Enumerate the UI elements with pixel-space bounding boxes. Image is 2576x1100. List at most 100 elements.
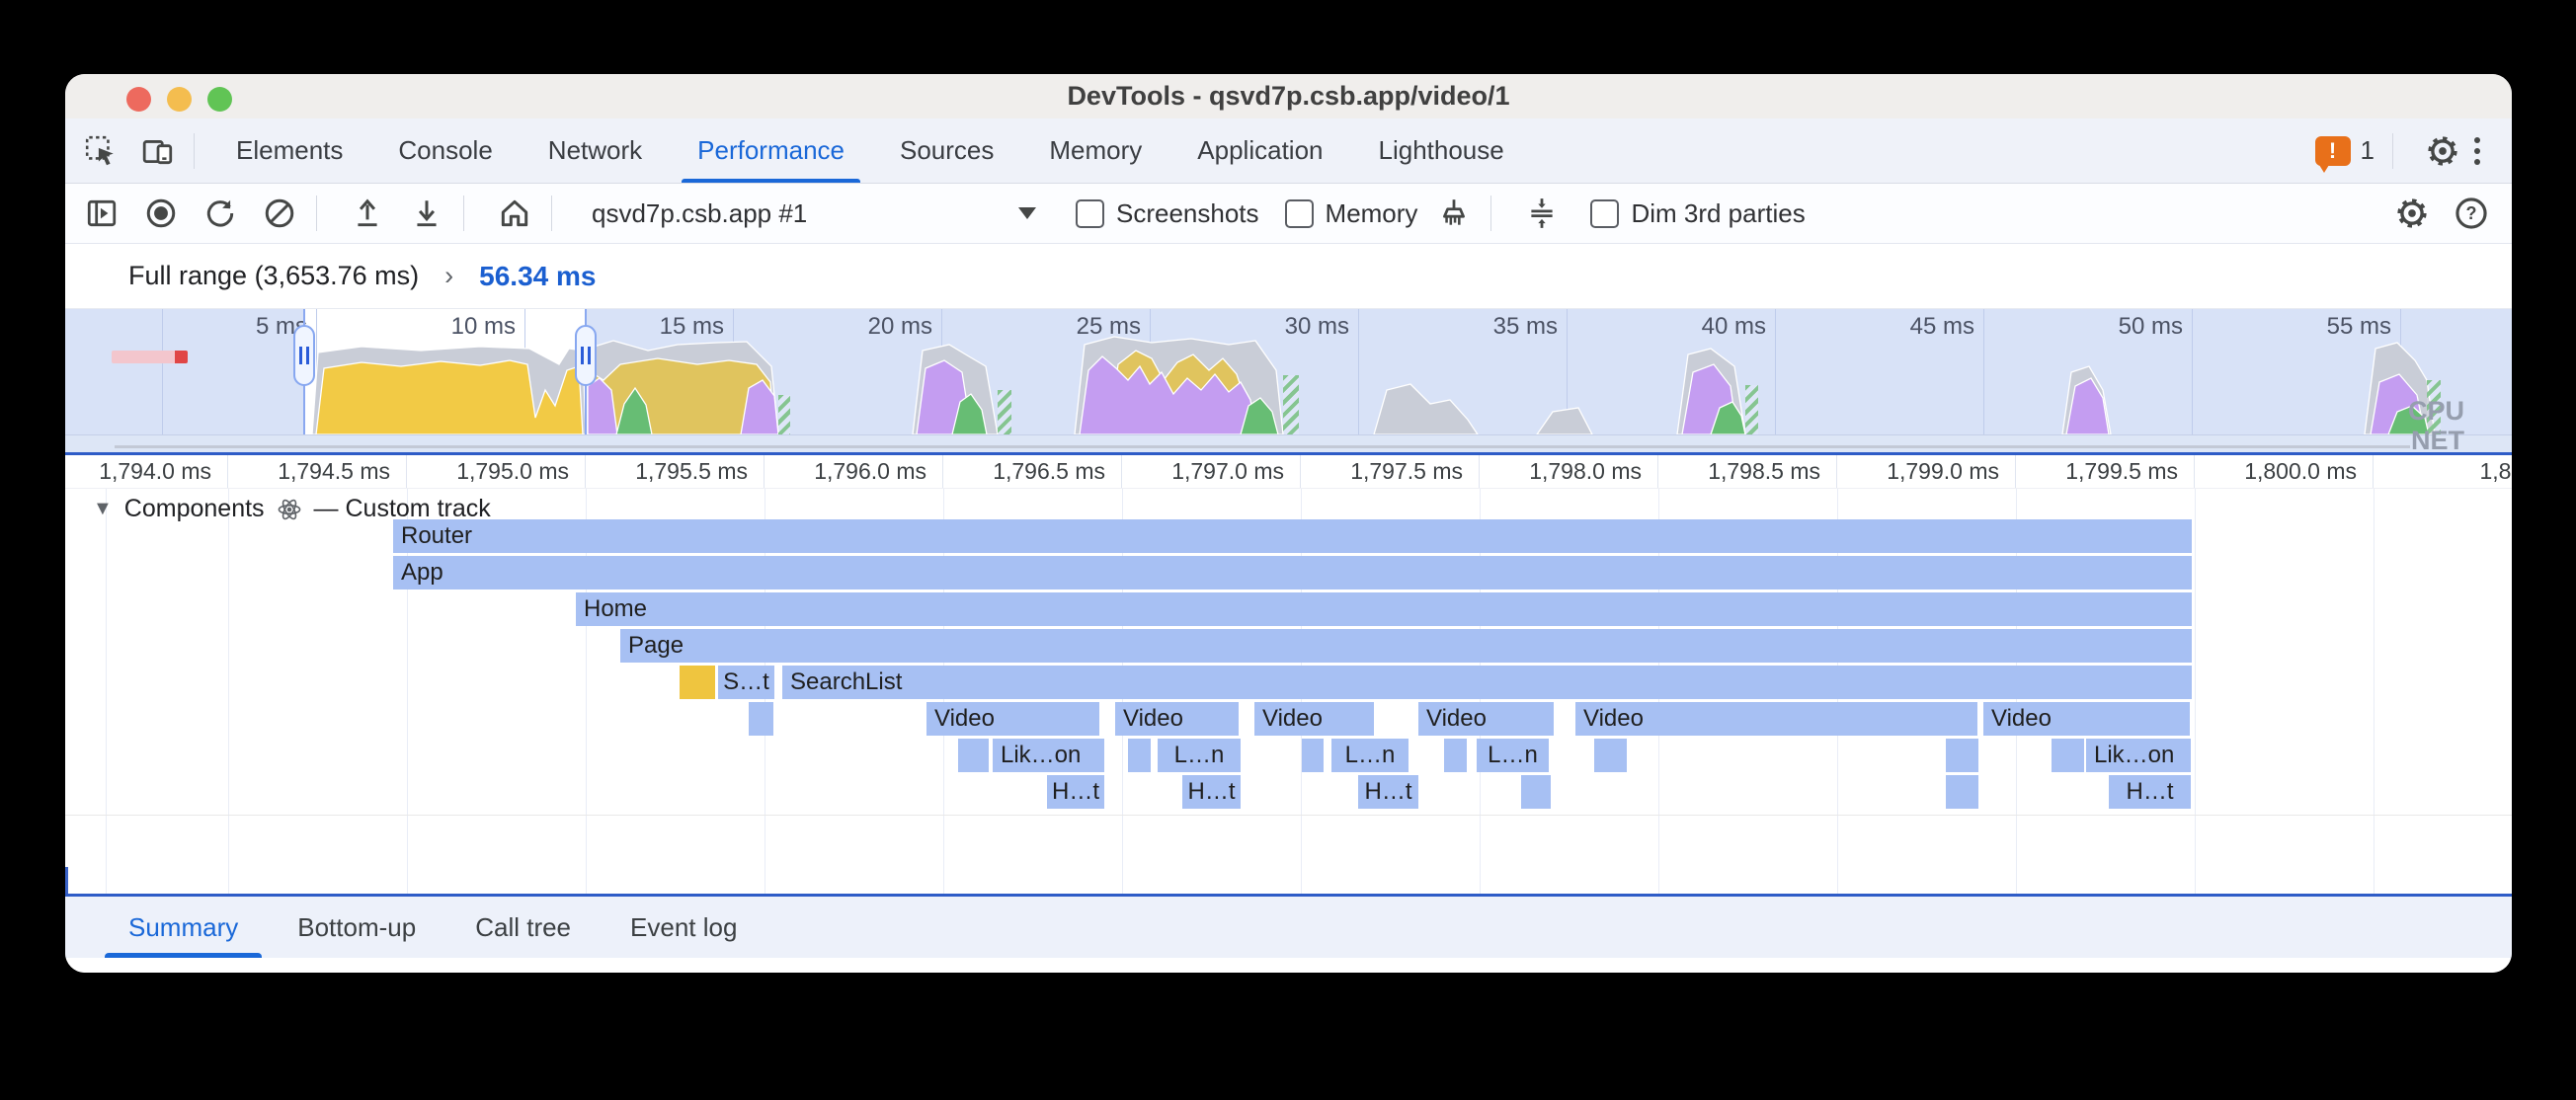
- reload-record-icon[interactable]: [198, 191, 243, 236]
- toolbar-divider: [2392, 132, 2393, 169]
- full-range-label[interactable]: Full range (3,653.76 ms): [128, 261, 420, 290]
- toggle-sidebar-icon[interactable]: [79, 191, 124, 236]
- help-icon[interactable]: ?: [2449, 191, 2494, 236]
- flame-bar-st[interactable]: S…t: [718, 666, 774, 699]
- collapse-shortcuts-icon[interactable]: [1519, 191, 1565, 236]
- minimap-tick-label: 30 ms: [1284, 313, 1349, 340]
- minimize-window-button[interactable]: [167, 87, 192, 112]
- toolbar-divider: [551, 196, 552, 231]
- flame-bar-likon[interactable]: Lik…on: [2086, 739, 2191, 772]
- cpu-activity-green: [2387, 405, 2430, 434]
- flame-chart[interactable]: ▼ Components — Custom track Router App Hom…: [65, 489, 2512, 894]
- screenshots-checkbox[interactable]: [1076, 198, 1104, 228]
- cpu-activity-purple: [1079, 355, 1257, 434]
- flame-bar-video[interactable]: Video: [926, 702, 1099, 736]
- tab-memory[interactable]: Memory: [1049, 135, 1143, 165]
- flame-bar-router[interactable]: Router: [393, 519, 2192, 553]
- cpu-activity-green: [615, 386, 653, 434]
- tab-performance[interactable]: Performance: [670, 118, 872, 183]
- selection-left-handle[interactable]: [293, 325, 315, 386]
- bottom-tab-bottom-up[interactable]: Bottom-up: [297, 911, 417, 942]
- flame-bar-ht[interactable]: H…t: [1358, 775, 1418, 809]
- flame-bar-ln[interactable]: L…n: [1331, 739, 1409, 772]
- issues-counter[interactable]: ! 1: [2314, 135, 2375, 173]
- tab-elements[interactable]: Elements: [236, 135, 344, 165]
- home-icon[interactable]: [492, 191, 537, 236]
- cpu-activity-hatched: [1745, 385, 1758, 434]
- flame-bar[interactable]: [1128, 739, 1151, 772]
- flame-bar-video[interactable]: Video: [1115, 702, 1239, 736]
- flame-bar-home[interactable]: Home: [576, 592, 2192, 626]
- network-request-bar: [115, 445, 2410, 448]
- flame-bar[interactable]: [2052, 739, 2084, 772]
- flame-bar[interactable]: [1302, 739, 1324, 772]
- flame-bar[interactable]: [1594, 739, 1627, 772]
- zoom-window-button[interactable]: [207, 87, 232, 112]
- flame-bar-likon[interactable]: Lik…on: [993, 739, 1104, 772]
- memory-option: Memory: [1284, 198, 1417, 229]
- flame-bar-app[interactable]: App: [393, 556, 2192, 589]
- track-suffix: — Custom track: [313, 495, 491, 522]
- flame-bar[interactable]: [1444, 739, 1467, 772]
- inspect-element-icon[interactable]: [79, 129, 122, 173]
- flame-bar[interactable]: [1946, 739, 1978, 772]
- flame-bar-ht[interactable]: H…t: [1047, 775, 1104, 809]
- dim-third-parties-checkbox[interactable]: [1590, 198, 1620, 228]
- flame-bar-ht[interactable]: H…t: [2109, 775, 2191, 809]
- flame-bar-ln[interactable]: L…n: [1477, 739, 1549, 772]
- flame-bar[interactable]: [1946, 775, 1978, 809]
- ruler-tick-label: 1,799.0 ms: [1837, 455, 2016, 488]
- tab-sources[interactable]: Sources: [900, 135, 995, 165]
- flame-bar-ln[interactable]: L…n: [1158, 739, 1241, 772]
- upload-profile-icon[interactable]: [345, 191, 390, 236]
- collapse-triangle-icon[interactable]: ▼: [93, 498, 113, 519]
- flame-bar-ht[interactable]: H…t: [1182, 775, 1241, 809]
- timeline-minimap[interactable]: 5 ms 10 ms 15 ms 20 ms 25 ms 30 ms 35 ms 40 ms 4…: [65, 309, 2512, 455]
- clear-icon[interactable]: [257, 191, 302, 236]
- issues-icon: !: [2314, 135, 2351, 173]
- flame-bar-searchlist[interactable]: SearchList: [782, 666, 2192, 699]
- flame-bar[interactable]: [680, 666, 715, 699]
- close-window-button[interactable]: [126, 87, 151, 112]
- custom-track-header[interactable]: ▼ Components — Custom track: [93, 495, 491, 523]
- minimap-tick-label: 20 ms: [867, 313, 932, 340]
- flame-bar-video[interactable]: Video: [1983, 702, 2190, 736]
- download-profile-icon[interactable]: [404, 191, 449, 236]
- selection-right-handle[interactable]: [575, 325, 597, 386]
- network-lane: [65, 434, 2512, 452]
- ruler-tick-label: 1,796.0 ms: [765, 455, 943, 488]
- range-breadcrumb: Full range (3,653.76 ms) › 56.34 ms: [65, 244, 2512, 309]
- target-select[interactable]: qsvd7p.csb.app #1: [582, 191, 1050, 236]
- minimap-tick-label: 45 ms: [1909, 313, 1974, 340]
- flame-bar-page[interactable]: Page: [620, 629, 2192, 663]
- toolbar-divider: [1490, 196, 1492, 231]
- bottom-tab-summary[interactable]: Summary: [99, 897, 268, 958]
- minimap-tick-label: 25 ms: [1076, 313, 1141, 340]
- minimap-tick-label: 35 ms: [1492, 313, 1558, 340]
- flame-bar[interactable]: [958, 739, 989, 772]
- tab-network[interactable]: Network: [547, 135, 643, 165]
- more-options-icon[interactable]: [2464, 136, 2490, 165]
- tab-application[interactable]: Application: [1197, 135, 1324, 165]
- tab-lighthouse[interactable]: Lighthouse: [1378, 135, 1504, 165]
- capture-settings-gear-icon[interactable]: [2389, 191, 2435, 236]
- bottom-tab-event-log[interactable]: Event log: [630, 911, 738, 942]
- flame-bar-video[interactable]: Video: [1418, 702, 1554, 736]
- cpu-activity-green: [951, 393, 988, 434]
- bottom-tab-call-tree[interactable]: Call tree: [475, 911, 572, 942]
- toolbar-divider: [194, 132, 195, 169]
- settings-gear-icon[interactable]: [2421, 129, 2464, 173]
- bottom-tabbar: Summary Bottom-up Call tree Event log: [65, 894, 2512, 958]
- flame-bar-video[interactable]: Video: [1254, 702, 1374, 736]
- record-icon[interactable]: [138, 191, 184, 236]
- garbage-collect-icon[interactable]: [1431, 191, 1477, 236]
- flame-bar[interactable]: [749, 702, 773, 736]
- ruler-tick-label: 1,799.5 ms: [2016, 455, 2195, 488]
- tab-console[interactable]: Console: [398, 135, 493, 165]
- minimap-tick-label: 5 ms: [255, 313, 307, 340]
- flame-bar[interactable]: [1521, 775, 1551, 809]
- device-toolbar-icon[interactable]: [136, 129, 180, 173]
- memory-checkbox[interactable]: [1284, 198, 1314, 228]
- flame-bar-video[interactable]: Video: [1575, 702, 1977, 736]
